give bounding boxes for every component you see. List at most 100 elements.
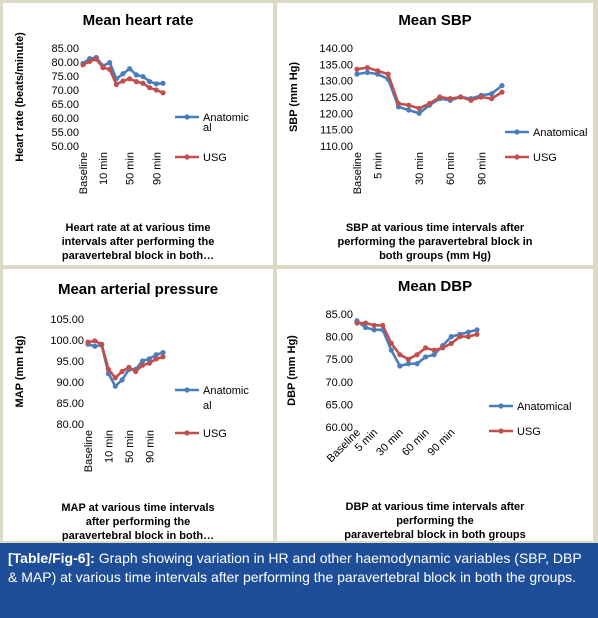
data-point bbox=[448, 340, 454, 346]
data-point bbox=[395, 100, 402, 107]
y-axis-label: MAP (mm Hg) bbox=[14, 335, 26, 407]
legend-label: USG bbox=[517, 426, 541, 438]
y-tick-label: 85.00 bbox=[56, 398, 84, 410]
data-point bbox=[99, 341, 105, 347]
data-point bbox=[133, 79, 139, 85]
y-tick-label: 100.00 bbox=[50, 335, 84, 347]
chart-caption-line: Heart rate at at various time bbox=[66, 222, 211, 234]
data-point bbox=[153, 87, 159, 93]
data-point bbox=[147, 79, 153, 85]
legend-label: Anatomic bbox=[203, 112, 249, 124]
legend-swatch-marker bbox=[498, 403, 504, 409]
data-point bbox=[468, 97, 474, 103]
data-point bbox=[80, 62, 86, 68]
y-axis-label: Heart rate (beats/minute) bbox=[14, 32, 26, 162]
x-tick-label: 5 min bbox=[373, 152, 385, 179]
data-point bbox=[426, 100, 433, 107]
data-point bbox=[362, 320, 369, 326]
heart-rate-panel: Mean heart rate Heart rate (beats/minute)… bbox=[3, 3, 273, 265]
data-point bbox=[112, 383, 118, 389]
y-tick-label: 80.00 bbox=[51, 57, 79, 69]
sbp-panel: Mean SBP SBP (mm Hg) 110.00 115.00 120.00 125… bbox=[277, 3, 593, 265]
data-point bbox=[397, 352, 403, 358]
data-point bbox=[380, 322, 386, 328]
x-tick-label: 90 min bbox=[476, 152, 488, 185]
data-point bbox=[105, 366, 112, 372]
y-tick-label: 85.00 bbox=[325, 309, 353, 321]
data-point bbox=[388, 347, 394, 353]
data-point bbox=[100, 65, 106, 71]
data-point bbox=[133, 368, 139, 375]
legend-label: Anatomical bbox=[533, 127, 587, 139]
data-point bbox=[414, 352, 420, 358]
x-tick-label: 60 min bbox=[445, 152, 457, 185]
x-tick-label: 10 min bbox=[103, 430, 115, 463]
legend-label: Anatomic bbox=[203, 385, 249, 397]
y-tick-label: 65.00 bbox=[51, 99, 79, 111]
x-tick-label: Baseline bbox=[83, 430, 95, 472]
data-point bbox=[499, 82, 505, 89]
data-point bbox=[457, 334, 463, 340]
data-point bbox=[416, 105, 422, 112]
y-tick-label: 90.00 bbox=[56, 377, 84, 389]
sbp-chart: Mean SBP SBP (mm Hg) 110.00 115.00 120.00 125… bbox=[288, 12, 587, 262]
data-point bbox=[431, 347, 437, 353]
data-point bbox=[139, 362, 146, 368]
data-point bbox=[371, 327, 377, 333]
data-point bbox=[153, 352, 159, 358]
data-point bbox=[85, 339, 91, 345]
legend-label: Anatomical bbox=[517, 401, 571, 413]
data-point bbox=[112, 375, 118, 381]
legend-swatch-marker bbox=[498, 428, 504, 434]
data-point bbox=[160, 354, 166, 360]
y-tick-label: 125.00 bbox=[319, 92, 353, 104]
data-point bbox=[447, 96, 453, 102]
y-tick-label: 105.00 bbox=[50, 314, 84, 326]
data-point bbox=[120, 78, 126, 84]
data-point bbox=[354, 320, 360, 326]
data-point bbox=[147, 85, 153, 91]
y-axis-label: DBP (mm Hg) bbox=[286, 335, 298, 406]
y-axis-label: SBP (mm Hg) bbox=[288, 62, 300, 132]
x-tick-label: Baseline bbox=[352, 152, 364, 194]
y-tick-label: 85.00 bbox=[51, 43, 79, 55]
data-point bbox=[431, 352, 437, 358]
y-tick-label: 50.00 bbox=[51, 141, 79, 153]
data-point bbox=[457, 94, 464, 100]
dbp-chart: Mean DBP DBP (mm Hg) 60.00 65.00 70.00 75.00 8… bbox=[286, 278, 571, 541]
data-point bbox=[499, 89, 505, 95]
caption-text: Graph showing variation in HR and other … bbox=[8, 550, 582, 585]
data-point bbox=[364, 65, 370, 71]
legend-swatch-marker bbox=[514, 129, 520, 135]
y-tick-label: 75.00 bbox=[51, 71, 79, 83]
data-point bbox=[465, 334, 472, 340]
chart-caption-line: paravertebral block in both… bbox=[62, 530, 214, 541]
y-tick-label: 60.00 bbox=[325, 422, 353, 434]
x-tick-label: 50 min bbox=[125, 152, 137, 185]
x-tick-label: 90 min bbox=[426, 427, 458, 459]
legend-label: al bbox=[203, 122, 212, 134]
legend-swatch-marker bbox=[514, 154, 520, 160]
legend-swatch-marker bbox=[184, 430, 190, 436]
y-tick-label: 110.00 bbox=[320, 141, 353, 153]
x-tick-label: 50 min bbox=[124, 430, 136, 463]
x-tick-label: 90 min bbox=[151, 152, 163, 185]
y-tick-label: 60.00 bbox=[51, 113, 79, 125]
data-point bbox=[448, 334, 454, 340]
data-point bbox=[113, 81, 119, 87]
data-point bbox=[119, 368, 125, 375]
x-tick-label: 60 min bbox=[400, 427, 432, 459]
data-point bbox=[107, 59, 113, 66]
data-point bbox=[385, 71, 391, 77]
chart-title: Mean DBP bbox=[398, 278, 472, 295]
data-point bbox=[422, 345, 429, 351]
chart-caption-line: MAP at various time intervals bbox=[61, 502, 214, 514]
chart-title: Mean arterial pressure bbox=[58, 281, 218, 298]
y-tick-label: 140.00 bbox=[319, 43, 353, 55]
data-point bbox=[93, 56, 99, 62]
heart-rate-chart: Mean heart rate Heart rate (beats/minute)… bbox=[14, 12, 249, 262]
y-tick-label: 80.00 bbox=[56, 419, 84, 431]
legend-label: USG bbox=[203, 428, 227, 440]
data-point bbox=[364, 69, 370, 76]
data-point bbox=[127, 76, 133, 82]
